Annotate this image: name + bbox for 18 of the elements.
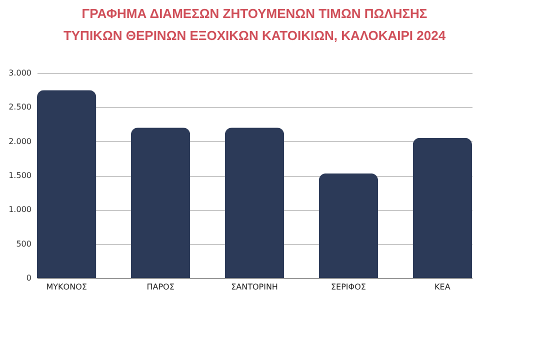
y-tick-label: 0: [26, 274, 32, 282]
x-tick-label: ΣΑΝΤΟΡΙΝΗ: [231, 282, 278, 292]
x-tick-label: ΠΑΡΟΣ: [146, 282, 174, 292]
x-tick-label: ΣΕΡΙΦΟΣ: [330, 282, 366, 292]
y-tick-label: 3.000: [8, 68, 32, 78]
y-tick-label: 2.000: [8, 136, 32, 146]
bar: [412, 138, 472, 278]
x-tick-label: ΜΥΚΟΝΟΣ: [46, 282, 87, 292]
y-tick-label: 1.000: [8, 205, 32, 214]
bar: [37, 90, 96, 278]
x-tick-label: ΚΕΑ: [434, 282, 451, 292]
bar: [318, 173, 378, 278]
y-tick-label: 2.500: [8, 102, 32, 112]
chart-title: ΓΡΑΦΗΜΑ ΔΙΑΜΕΣΩΝ ΖΗΤΟΥΜΕΝΩΝ ΤΙΜΩΝ ΠΩΛΗΣΗΣ ΤΥΠΙΚΩΝ ΘΕΡΙΝΩΝ ΕΞΟΧΙΚΩΝ ΚΑΤΟΙΚΙΩΝ, ΚΑΛΟΚΑΙΡΙ 2024: [63, 6, 446, 43]
bar: [224, 128, 284, 278]
y-tick-label: 1.500: [8, 171, 32, 180]
bar: [130, 128, 190, 278]
y-tick-label: 500: [16, 239, 32, 248]
